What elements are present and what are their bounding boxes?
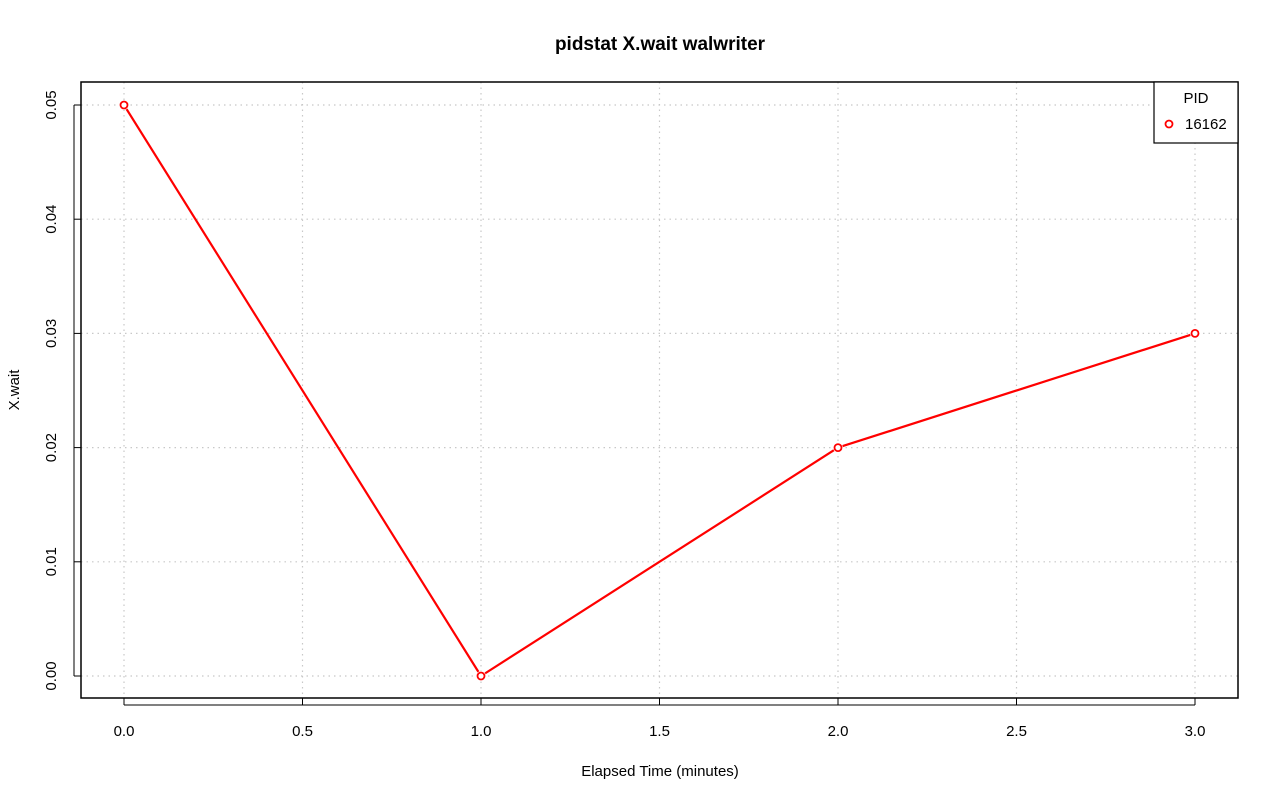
legend: PID 16162: [1153, 81, 1239, 144]
y-tick-label: 0.05: [43, 90, 60, 119]
x-tick-label: 1.5: [649, 723, 670, 740]
x-tick-label: 1.0: [471, 723, 492, 740]
data-point: [119, 100, 129, 110]
y-axis: 0.00 0.01 0.02 0.03 0.04 0.05: [43, 90, 81, 691]
grid: [81, 82, 1238, 698]
y-tick-label: 0.00: [43, 661, 60, 690]
x-axis: 0.0 0.5 1.0 1.5 2.0 2.5 3.0: [114, 698, 1206, 740]
y-tick-label: 0.03: [43, 319, 60, 348]
chart-title: pidstat X.wait walwriter: [555, 34, 766, 55]
x-tick-label: 2.0: [828, 723, 849, 740]
data-point: [476, 671, 486, 681]
y-axis-label: X.wait: [6, 369, 23, 411]
series-line-16162: [123, 104, 1196, 678]
x-tick-label: 2.5: [1006, 723, 1027, 740]
legend-entry-16162: 16162: [1185, 116, 1227, 133]
data-point: [1190, 328, 1200, 338]
legend-title: PID: [1183, 90, 1208, 107]
legend-box: [1153, 81, 1239, 144]
x-tick-label: 0.5: [292, 723, 313, 740]
x-tick-label: 3.0: [1185, 723, 1206, 740]
series: [119, 100, 1200, 681]
y-tick-label: 0.01: [43, 547, 60, 576]
x-axis-label: Elapsed Time (minutes): [581, 763, 739, 780]
y-tick-label: 0.02: [43, 433, 60, 462]
x-tick-label: 0.0: [114, 723, 135, 740]
legend-marker-16162: [1164, 119, 1174, 129]
data-point: [833, 443, 843, 453]
y-tick-label: 0.04: [43, 205, 60, 234]
